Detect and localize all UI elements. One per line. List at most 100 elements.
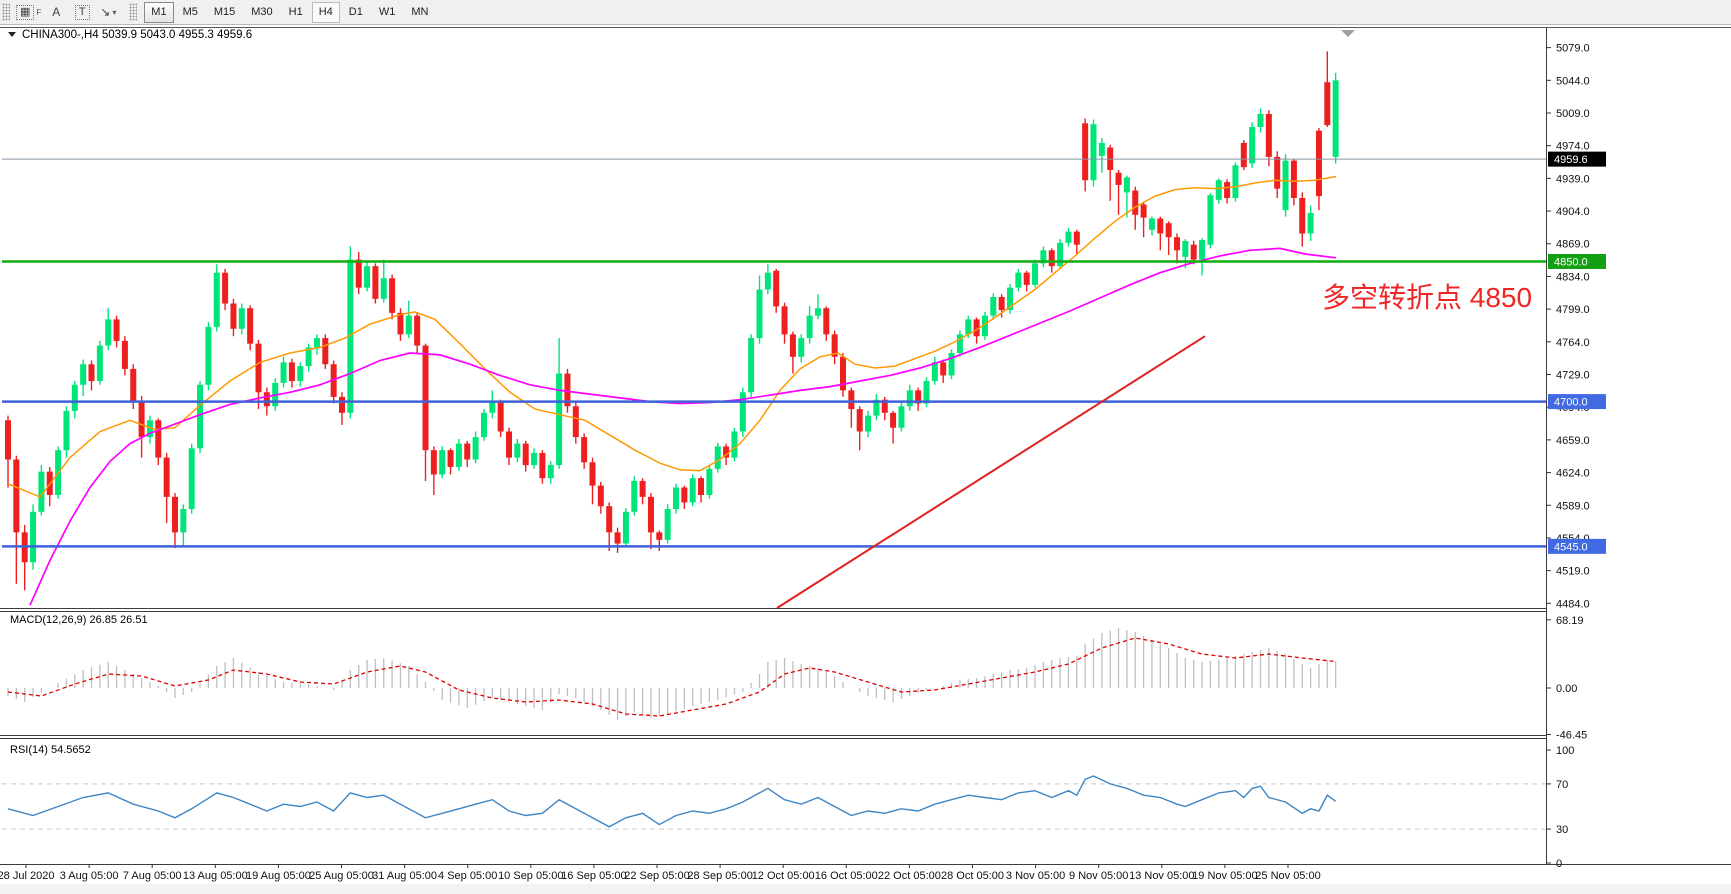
crosshair-arrows-icon[interactable]: ↘ ▾ — [97, 2, 119, 22]
candle-body — [263, 392, 270, 407]
trendline[interactable] — [776, 335, 1206, 609]
price-tick-label: 4729.0 — [1556, 370, 1590, 382]
time-label: 16 Sep 05:00 — [561, 870, 626, 882]
candle-body — [96, 345, 103, 382]
time-label: 28 Jul 2020 — [0, 870, 54, 882]
toolbar-drag-handle[interactable] — [2, 3, 10, 21]
rsi-tick-label: 30 — [1556, 824, 1568, 836]
rsi-label: RSI(14) 54.5652 — [10, 744, 91, 756]
timeframe-button-w1[interactable]: W1 — [378, 5, 396, 18]
candle-body — [572, 406, 579, 438]
timeframe-button-h1[interactable]: H1 — [288, 5, 303, 18]
templates-grid-icon[interactable]: ▦ F — [16, 2, 41, 22]
candle-body — [497, 401, 504, 432]
candle-body — [1165, 223, 1172, 238]
candle-body — [1082, 123, 1089, 181]
annotation-text: 多空转折点 4850 — [1322, 282, 1532, 313]
candle-body — [564, 373, 571, 407]
price-badge-label: 4850.0 — [1554, 256, 1588, 268]
timeframe-button-d1[interactable]: D1 — [348, 5, 363, 18]
candle-body — [681, 487, 688, 503]
timeframe-button-h4[interactable]: H4 — [311, 1, 340, 23]
candle-body — [1032, 263, 1039, 285]
time-label: 3 Aug 05:00 — [60, 870, 119, 882]
timeframe-button-m30[interactable]: M30 — [251, 5, 273, 18]
candle-body — [1140, 204, 1147, 218]
price-badge-label: 4959.6 — [1554, 154, 1588, 166]
price-badge-4545.0 — [1548, 538, 1606, 554]
time-label: 19 Nov 05:00 — [1192, 870, 1257, 882]
toolbar-drag-handle-2[interactable] — [129, 3, 138, 21]
candle-body — [547, 465, 554, 479]
candle-body — [798, 338, 805, 357]
price-tick-label: 4484.0 — [1556, 598, 1590, 610]
candle-body — [806, 315, 813, 339]
candle-body — [464, 443, 471, 460]
candle-body — [639, 480, 646, 497]
macd-tick-label: 68.19 — [1556, 615, 1584, 627]
candle-body — [1215, 180, 1222, 200]
price-tick-label: 4974.0 — [1556, 141, 1590, 153]
candle-body — [689, 478, 696, 503]
candle-body — [1065, 231, 1072, 243]
price-badge-label: 4700.0 — [1554, 397, 1588, 409]
candle-body — [906, 390, 913, 407]
candle-body — [1148, 218, 1155, 230]
price-tick-label: 4764.0 — [1556, 337, 1590, 349]
candle-body — [981, 315, 988, 337]
candle-body — [430, 450, 437, 475]
crosshair-arrows-icon-glyph: ↘ — [100, 5, 111, 19]
candle-body — [556, 373, 563, 466]
text-label-icon[interactable]: A — [45, 2, 67, 22]
candle-body — [973, 319, 980, 337]
candle-body — [1332, 80, 1339, 157]
timeframe-button-m5[interactable]: M5 — [182, 5, 198, 18]
candle-body — [831, 334, 838, 357]
candle-body — [38, 471, 45, 512]
rsi-line — [7, 775, 1337, 828]
candle-body — [80, 364, 87, 385]
time-label: 10 Sep 05:00 — [498, 870, 563, 882]
price-badge-label: 4545.0 — [1554, 541, 1588, 553]
candle-body — [664, 508, 671, 540]
candle-body — [522, 443, 529, 466]
candle-body — [163, 457, 170, 497]
candle-body — [1274, 156, 1281, 189]
macd-tick-label: -46.45 — [1556, 729, 1587, 741]
time-label: 7 Aug 05:00 — [123, 870, 182, 882]
candle-body — [313, 338, 320, 348]
candle-body — [789, 334, 796, 357]
candle-body — [389, 278, 396, 313]
candle-body — [915, 390, 922, 404]
candle-body — [130, 368, 137, 402]
candle-body — [447, 450, 454, 467]
candle-body — [88, 364, 95, 382]
candle-body — [380, 278, 387, 299]
candle-body — [1174, 237, 1180, 251]
timeframe-button-mn[interactable]: MN — [411, 5, 429, 18]
candle-body — [1190, 244, 1197, 260]
candle-body — [1315, 130, 1322, 197]
candle-body — [280, 362, 287, 383]
symbol-dropdown-icon[interactable] — [8, 32, 16, 37]
candle-body — [322, 338, 329, 365]
time-label: 22 Sep 05:00 — [624, 870, 689, 882]
candle-body — [1057, 242, 1064, 267]
price-badge-4700.0 — [1548, 394, 1606, 410]
text-box-icon[interactable]: T — [71, 2, 93, 22]
crosshair-arrows-icon-sub: ▾ — [112, 7, 117, 17]
price-tick-label: 4624.0 — [1556, 468, 1590, 480]
candle-body — [1115, 172, 1122, 185]
candle-body — [948, 353, 955, 376]
timeframe-button-m15[interactable]: M15 — [213, 5, 236, 18]
time-label: 19 Aug 05:00 — [246, 870, 311, 882]
price-tick-label: 4799.0 — [1556, 304, 1590, 316]
timeframe-button-m1[interactable]: M1 — [144, 1, 174, 23]
candle-body — [764, 272, 771, 290]
candle-body — [180, 508, 187, 533]
candle-body — [756, 289, 763, 339]
candle-body — [205, 326, 212, 385]
window-bottom-strip — [0, 884, 1731, 894]
